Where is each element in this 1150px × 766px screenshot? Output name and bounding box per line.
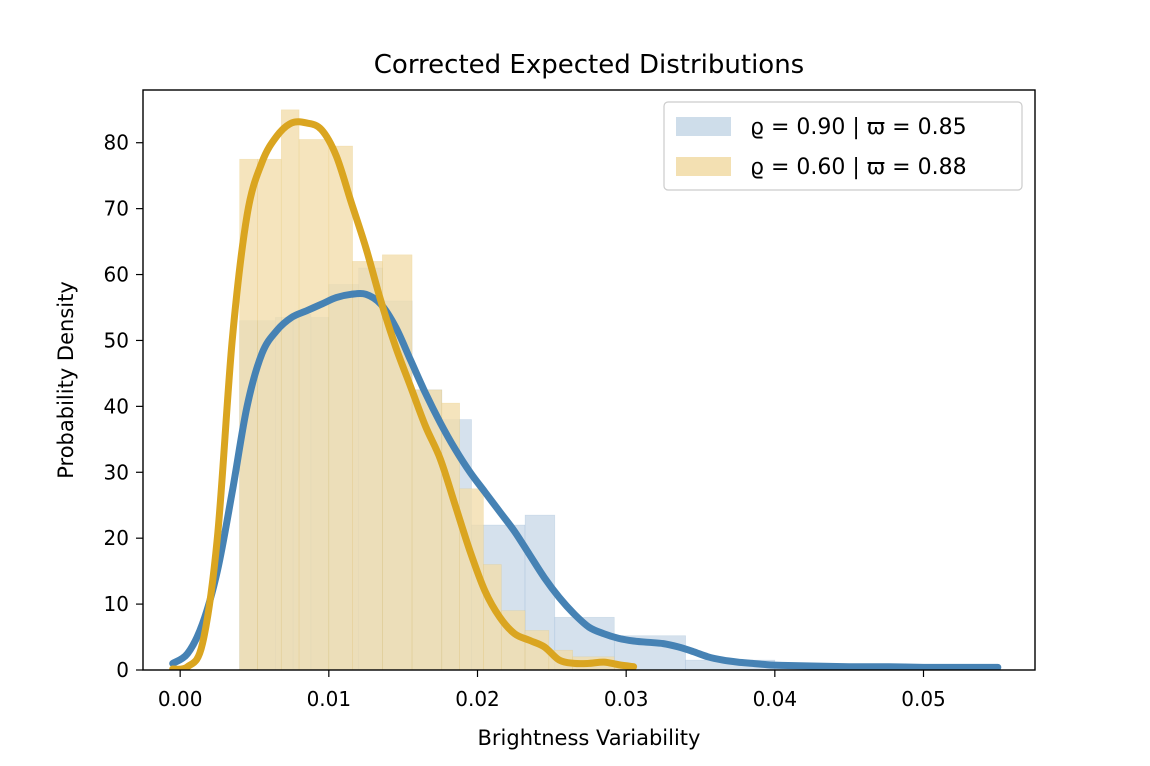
x-tick-label: 0.04 [753, 687, 798, 711]
x-tick-label: 0.00 [158, 687, 203, 711]
y-tick-label: 10 [104, 592, 129, 616]
y-tick-label: 40 [104, 394, 129, 418]
histogram-series-2 [239, 109, 633, 670]
histogram-bar [328, 145, 353, 670]
x-axis: 0.00 0.01 0.02 0.03 0.04 0.05 [158, 670, 946, 711]
legend-swatch [676, 157, 731, 176]
legend-label: ϱ = 0.90 | ϖ = 0.85 [750, 115, 967, 140]
histogram-bar [298, 139, 330, 670]
y-tick-label: 70 [104, 197, 129, 221]
x-tick-label: 0.05 [901, 687, 946, 711]
y-axis: 0 10 20 30 40 50 60 70 80 [104, 131, 143, 682]
x-tick-label: 0.03 [604, 687, 649, 711]
y-axis-label: Probability Density [54, 281, 78, 479]
histogram-bar [280, 109, 300, 670]
legend: ϱ = 0.90 | ϖ = 0.85 ϱ = 0.60 | ϖ = 0.88 [663, 101, 1023, 191]
kde-line-series-1 [169, 289, 1002, 670]
kde-line-series-2 [169, 118, 638, 670]
legend-label: ϱ = 0.60 | ϖ = 0.88 [750, 155, 967, 180]
legend-box [663, 101, 1023, 191]
x-tick-label: 0.01 [307, 687, 352, 711]
histogram-bar [257, 158, 282, 670]
y-tick-label: 80 [104, 131, 129, 155]
plot-area [169, 109, 1002, 670]
y-tick-label: 30 [104, 460, 129, 484]
chart-title: Corrected Expected Distributions [374, 50, 804, 80]
plot-frame [142, 89, 1036, 671]
legend-item: ϱ = 0.60 | ϖ = 0.88 [676, 155, 967, 180]
legend-swatch [676, 117, 731, 136]
x-axis-label: Brightness Variability [478, 726, 701, 750]
y-tick-label: 60 [104, 263, 129, 287]
legend-item: ϱ = 0.90 | ϖ = 0.85 [676, 115, 967, 140]
histogram-bar [352, 261, 383, 670]
x-tick-label: 0.02 [455, 687, 500, 711]
y-tick-label: 0 [116, 658, 129, 682]
y-tick-label: 20 [104, 526, 129, 550]
y-tick-label: 50 [104, 328, 129, 352]
